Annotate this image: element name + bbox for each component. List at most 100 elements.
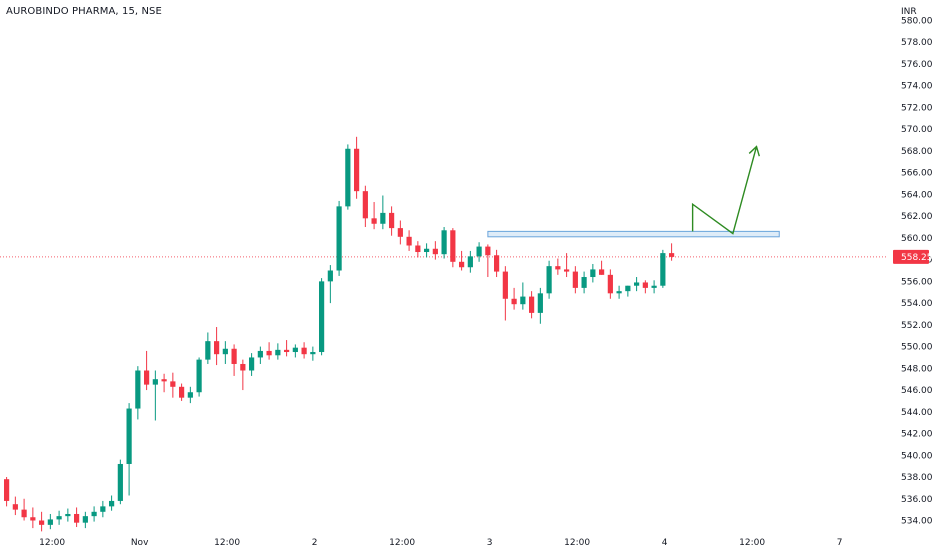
candle-body — [4, 479, 10, 501]
candle — [336, 200, 342, 276]
candle-body — [607, 274, 613, 294]
candle-body — [91, 511, 97, 517]
candle — [485, 244, 491, 278]
candle — [599, 260, 605, 275]
candle-body — [257, 350, 263, 358]
candle — [327, 265, 333, 304]
candle — [74, 507, 80, 528]
candle-body — [327, 270, 333, 282]
candle-body — [459, 261, 465, 268]
candle — [459, 250, 465, 271]
candle-body — [65, 513, 71, 517]
candle-body — [537, 293, 543, 313]
candle — [170, 372, 176, 398]
currency-label: INR — [901, 7, 917, 17]
x-tick-label: Nov — [131, 538, 149, 548]
candle — [424, 243, 430, 258]
candle-body — [74, 513, 80, 523]
candle-body — [397, 228, 403, 237]
candle-body — [196, 359, 202, 393]
last-price-label: 558.25 — [893, 249, 932, 264]
candle-body — [380, 212, 386, 224]
candle-body — [529, 296, 535, 313]
candle-body — [476, 246, 482, 257]
candle — [222, 341, 228, 364]
last-price-label-text: 558.25 — [901, 253, 932, 263]
candle — [415, 241, 421, 258]
candle-body — [82, 516, 88, 523]
candle — [450, 228, 456, 268]
y-tick-label: 534.00 — [901, 517, 932, 527]
candle-body — [30, 517, 36, 521]
candle-body — [170, 381, 176, 387]
price-axis[interactable]: INR 534.00 536.00 538.00 540.00 542.00 544.00 5… — [893, 7, 932, 527]
candle — [214, 327, 220, 366]
candle-body — [502, 271, 508, 299]
y-tick-label: 556.00 — [901, 277, 932, 287]
candle — [266, 342, 272, 360]
candle — [642, 280, 648, 294]
projection-annotation-layer — [691, 145, 760, 235]
candle — [56, 510, 62, 525]
candle — [65, 508, 71, 522]
candle-body — [231, 348, 237, 364]
candle-body — [152, 379, 158, 385]
candle — [371, 202, 377, 230]
candle — [39, 511, 45, 532]
y-tick-label: 540.00 — [901, 451, 932, 461]
candle-body — [214, 341, 220, 355]
candle — [546, 260, 552, 299]
y-tick-label: 564.00 — [901, 190, 932, 200]
candle — [161, 373, 167, 393]
candle-body — [144, 370, 150, 385]
candle-body — [669, 253, 675, 257]
candle — [529, 291, 535, 319]
candle-body — [126, 408, 132, 464]
candle-body — [634, 282, 640, 286]
candle — [91, 506, 97, 522]
projection-path — [691, 146, 758, 235]
candle-body — [109, 500, 115, 507]
candle-body — [432, 248, 438, 255]
candle-body — [301, 347, 307, 355]
time-axis[interactable]: 12:00 Nov 12:00 2 12:00 3 12:00 4 12:00 7 — [39, 538, 842, 548]
candle — [389, 206, 395, 236]
candle — [21, 498, 27, 521]
y-tick-label: 574.00 — [901, 82, 932, 92]
candle — [144, 350, 150, 391]
x-tick-label: 12:00 — [39, 538, 65, 548]
candle-body — [511, 298, 517, 305]
x-tick-label: 2 — [312, 538, 318, 548]
candle — [205, 332, 211, 364]
y-tick-label: 562.00 — [901, 212, 932, 222]
y-tick-label: 566.00 — [901, 169, 932, 179]
candle-body — [266, 350, 272, 356]
candle — [581, 271, 587, 294]
candle-body — [205, 341, 211, 360]
candle-body — [424, 248, 430, 253]
candle-body — [292, 347, 298, 353]
x-tick-label: 4 — [662, 538, 668, 548]
y-tick-label: 578.00 — [901, 38, 932, 48]
candle — [292, 344, 298, 358]
x-tick-label: 12:00 — [214, 538, 240, 548]
candle-body — [616, 291, 622, 294]
resistance-zone-layer — [487, 230, 780, 238]
x-tick-label: 3 — [487, 538, 493, 548]
y-tick-label: 542.00 — [901, 430, 932, 440]
candle — [669, 243, 675, 261]
candle — [345, 144, 351, 210]
candle — [12, 496, 18, 516]
candle — [590, 263, 596, 283]
candle — [319, 278, 325, 356]
y-tick-label: 550.00 — [901, 343, 932, 353]
candle — [651, 280, 657, 294]
resistance-zone-rect — [487, 230, 780, 238]
candle-body — [520, 296, 526, 305]
candle — [555, 258, 561, 275]
candle-body — [310, 352, 316, 355]
candle — [187, 386, 193, 404]
candle-body — [599, 269, 605, 275]
candle-body — [284, 349, 290, 353]
